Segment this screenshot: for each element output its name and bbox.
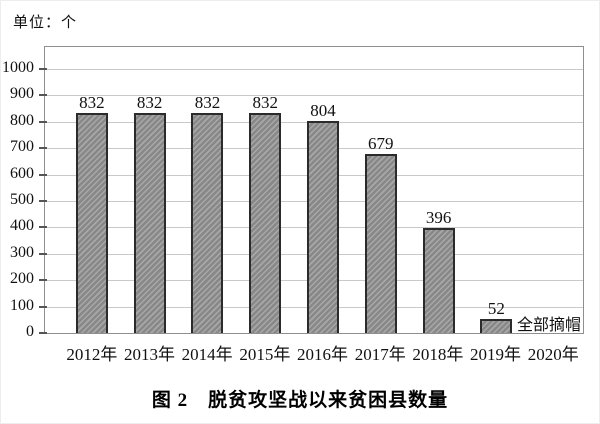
y-axis-tick-label: 200 bbox=[10, 270, 34, 287]
x-axis-tick-label: 2020年 bbox=[527, 345, 579, 364]
x-axis-tick-label: 2018年 bbox=[412, 345, 464, 364]
bar-value-label: 832 bbox=[136, 93, 163, 112]
y-axis-tick bbox=[39, 68, 47, 70]
bar bbox=[249, 113, 282, 333]
y-axis-labels: 0 100 200 300 400 500 600 700 800 900 1000 bbox=[1, 46, 39, 340]
x-axis-tick-label: 2012年 bbox=[66, 345, 118, 364]
y-axis-tick bbox=[39, 253, 47, 255]
annotation-label: 全部摘帽 bbox=[517, 317, 582, 334]
bar-column bbox=[525, 47, 583, 333]
bar-column: 396 bbox=[410, 47, 468, 333]
y-axis-tick bbox=[39, 200, 47, 202]
bar-column: 832 bbox=[236, 47, 294, 333]
gridline bbox=[45, 95, 583, 96]
x-axis-tick-label: 2015年 bbox=[239, 345, 291, 364]
bar-value-label: 804 bbox=[310, 101, 336, 120]
chart-plot-area: 832 832 832 832 804 679 396 52 全部摘帽 bbox=[44, 46, 584, 334]
bar bbox=[364, 154, 397, 333]
y-axis-tick bbox=[39, 226, 47, 228]
bar bbox=[307, 121, 340, 333]
x-axis-tick-label: 2017年 bbox=[354, 345, 406, 364]
bar bbox=[75, 113, 108, 333]
bar-value-label: 832 bbox=[194, 93, 221, 112]
bar-column: 804 bbox=[294, 47, 352, 333]
bars-layer: 832 832 832 832 804 679 396 52 bbox=[45, 47, 583, 333]
y-axis-tick bbox=[39, 279, 47, 281]
bar-value-label: 52 bbox=[487, 299, 505, 318]
y-axis-tick-label: 700 bbox=[10, 138, 34, 155]
gridline bbox=[45, 69, 583, 70]
bar-column: 52 bbox=[467, 47, 525, 333]
y-axis-tick-label: 500 bbox=[10, 191, 34, 208]
bar bbox=[133, 113, 166, 333]
y-axis-tick-label: 400 bbox=[10, 217, 34, 234]
y-axis-tick bbox=[39, 332, 47, 334]
bar-value-label: 679 bbox=[368, 134, 394, 153]
unit-label: 单位：个 bbox=[13, 15, 78, 31]
y-axis-tick-label: 0 bbox=[26, 323, 34, 340]
bar-column: 832 bbox=[179, 47, 237, 333]
x-axis-tick-label: 2013年 bbox=[124, 345, 175, 364]
y-axis-tick-label: 100 bbox=[10, 297, 34, 314]
figure-caption: 图 2 脱贫攻坚战以来贫困县数量 bbox=[151, 390, 449, 411]
x-axis-labels: 2012年 2013年 2014年 2015年 2016年 2017年 2018年 2019年… bbox=[63, 340, 582, 365]
x-axis-tick-label: 2019年 bbox=[470, 345, 522, 364]
y-axis-tick bbox=[39, 121, 47, 123]
bar-column: 832 bbox=[121, 47, 179, 333]
bar-value-label: 396 bbox=[425, 208, 452, 227]
y-axis-tick bbox=[39, 94, 47, 96]
bar-value-label: 832 bbox=[79, 93, 105, 112]
y-axis-tick-label: 600 bbox=[10, 165, 34, 182]
y-axis-tick-label: 300 bbox=[10, 244, 34, 261]
bar bbox=[422, 228, 455, 333]
bar bbox=[480, 319, 513, 333]
x-axis-tick-label: 2016年 bbox=[297, 345, 349, 364]
y-axis-tick-label: 800 bbox=[10, 112, 34, 129]
y-axis-tick-label: 1000 bbox=[2, 59, 34, 76]
bar bbox=[191, 113, 224, 333]
bar-column: 832 bbox=[63, 47, 121, 333]
y-axis-tick bbox=[39, 147, 47, 149]
bar-value-label: 832 bbox=[252, 93, 278, 112]
y-axis-tick-label: 900 bbox=[10, 85, 34, 102]
bar-column: 679 bbox=[352, 47, 410, 333]
y-axis-tick bbox=[39, 306, 47, 308]
y-axis-tick bbox=[39, 174, 47, 176]
x-axis-tick-label: 2014年 bbox=[181, 345, 233, 364]
